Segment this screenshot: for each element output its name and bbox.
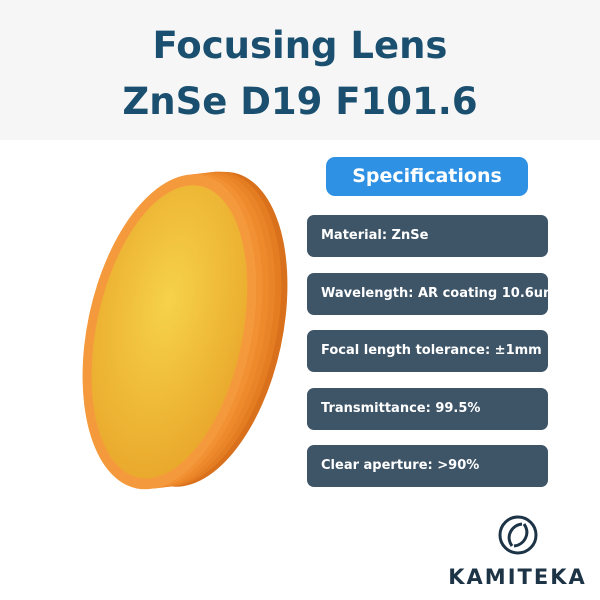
- spec-row: Material: ZnSe: [307, 215, 548, 257]
- title: ZnSe D19 F101.6: [122, 80, 478, 123]
- spec-row: Transmittance: 99.5%: [307, 387, 548, 430]
- title: Focusing Lens: [152, 24, 448, 67]
- logo-icon: [498, 515, 538, 555]
- brand-name: KAMITEKA: [448, 565, 587, 589]
- header-band: [0, 0, 600, 140]
- spec-row: Clear aperture: >90%: [307, 445, 548, 487]
- spec-row: Wavelength: AR coating 10.6um: [307, 272, 557, 315]
- lens: [82, 171, 288, 490]
- spec-heading: Specifications: [326, 157, 528, 196]
- spec-row: Focal length tolerance: ±1mm: [307, 330, 548, 372]
